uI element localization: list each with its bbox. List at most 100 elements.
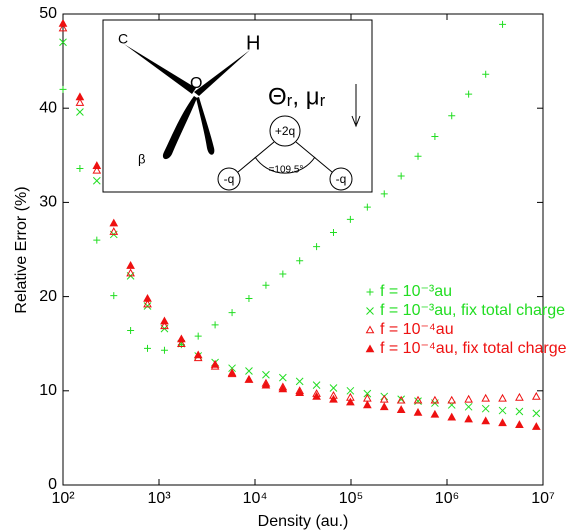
data-point (379, 402, 389, 411)
legend-marker (366, 307, 374, 315)
y-axis-label: Relative Error (%) (13, 186, 30, 313)
charge-label: -q (336, 172, 347, 186)
data-point (143, 293, 152, 302)
lone-pair (196, 97, 215, 155)
data-point (482, 70, 490, 78)
data-point (414, 152, 422, 160)
charge-link (295, 141, 333, 173)
data-point (295, 377, 304, 386)
moment-label: Θᵣ, μᵣ (268, 83, 326, 110)
data-point (515, 392, 524, 401)
data-point (499, 20, 507, 28)
legend-marker (366, 288, 374, 296)
x-axis-label: Density (au.) (258, 513, 349, 530)
data-point (93, 236, 101, 244)
angle-label: =109.5° (269, 165, 304, 176)
atom-label: C (118, 31, 128, 47)
data-point (211, 321, 219, 329)
x-tick-label: 10³ (147, 490, 171, 507)
charge-label: +2q (275, 124, 295, 138)
charge-circle (217, 167, 241, 191)
data-point (465, 90, 473, 98)
data-point (177, 334, 186, 343)
data-point (464, 394, 473, 403)
data-point (346, 397, 355, 406)
data-point (75, 92, 85, 101)
data-point (228, 309, 236, 317)
data-point (210, 359, 220, 368)
data-point (244, 374, 254, 383)
data-point (92, 176, 101, 185)
data-point (109, 227, 119, 235)
data-point (329, 384, 338, 392)
moment-arrow-head (351, 115, 361, 128)
data-point (59, 85, 67, 93)
data-point (396, 395, 406, 404)
data-point (481, 416, 491, 425)
data-point (481, 393, 491, 402)
data-point (245, 367, 253, 375)
plot-frame (62, 13, 544, 486)
data-point (413, 407, 423, 416)
data-point (380, 190, 388, 198)
charge-link (237, 141, 275, 173)
x-tick-label: 10² (51, 490, 75, 507)
data-point (515, 420, 524, 429)
data-point (464, 414, 473, 423)
charge-circle (269, 115, 301, 147)
charge-label: -q (224, 172, 235, 186)
data-point (144, 344, 152, 352)
y-tick-label: 10 (39, 382, 57, 399)
inset-frame (102, 19, 373, 193)
data-point (75, 98, 85, 106)
angle-arc (254, 156, 316, 174)
x-tick-label: 10⁵ (339, 490, 363, 507)
data-point (58, 23, 68, 32)
data-point (126, 268, 135, 277)
data-point (227, 368, 237, 377)
data-point (498, 418, 507, 427)
y-tick-label: 0 (48, 476, 57, 493)
data-point (362, 400, 372, 409)
data-point (110, 292, 118, 300)
data-point (481, 404, 490, 413)
data-point (92, 165, 102, 174)
data-point (329, 229, 337, 237)
legend-label: f = 10⁻⁴au, fix total charge (380, 340, 567, 357)
data-point (312, 381, 321, 390)
data-point (447, 395, 457, 404)
data-point (92, 161, 102, 169)
data-point (109, 218, 119, 227)
data-point (296, 257, 304, 265)
bond-c (124, 44, 196, 94)
data-point (531, 391, 541, 400)
data-point (160, 321, 169, 330)
data-point (59, 38, 67, 47)
y-tick-label: 50 (39, 5, 57, 22)
data-point (194, 332, 202, 340)
charge-circle (329, 167, 353, 191)
data-point (531, 422, 541, 430)
data-point (464, 402, 473, 411)
data-point (397, 172, 405, 180)
data-point (430, 395, 440, 404)
data-point (193, 350, 203, 359)
data-point (363, 203, 371, 211)
data-point (498, 393, 507, 402)
inset: C H O Θᵣ, μᵣ +2q -q -q =109.5° β (102, 19, 373, 193)
data-point (262, 281, 270, 289)
bond-h (194, 50, 250, 96)
data-point (228, 364, 236, 373)
data-point (312, 391, 321, 400)
data-point (279, 270, 287, 278)
data-point (160, 316, 169, 325)
legend-marker (365, 344, 375, 353)
data-point (262, 370, 270, 379)
data-point (448, 112, 456, 120)
legend-marker (365, 325, 375, 334)
data-point (295, 388, 305, 396)
data-point (160, 346, 168, 354)
data-point (413, 395, 423, 404)
data-point (313, 243, 321, 251)
